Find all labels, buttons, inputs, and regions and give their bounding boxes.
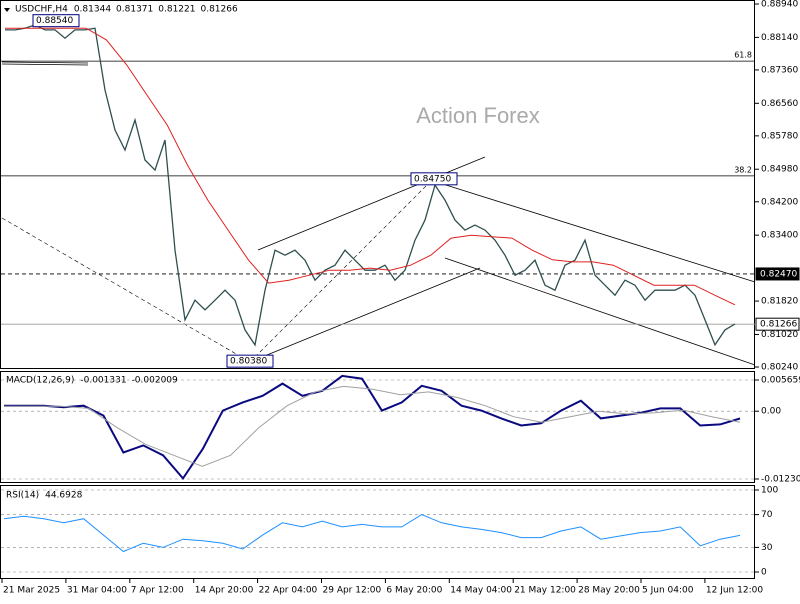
trend-lines: [1, 61, 756, 366]
series-line: [3, 514, 741, 553]
y-tick-label: 0.84980: [761, 165, 798, 175]
x-tick-label: 21 Mar 2025: [3, 586, 60, 596]
price-level-label: 0.82470: [760, 269, 797, 279]
series-line: [4, 374, 741, 481]
series-line: [5, 24, 736, 347]
pivot-label: 0.88540: [36, 16, 73, 26]
pivot-label: 0.80380: [230, 357, 267, 367]
menu-arrow[interactable]: [4, 8, 10, 12]
y-tick-label: 100: [761, 486, 778, 496]
dashed-trend-lines: [1, 179, 433, 363]
rsi-pane: [0, 485, 755, 579]
x-tick-label: 7 Apr 12:00: [131, 586, 184, 596]
x-tick-label: 22 Apr 04:00: [259, 586, 318, 596]
y-tick-label: 30: [761, 543, 773, 553]
header-value: 0.81371: [116, 5, 153, 15]
pivot-box: [410, 172, 458, 186]
fib-label: 38.2: [734, 165, 752, 174]
series-line: [4, 385, 741, 467]
header-value: -0.001331: [80, 376, 126, 386]
price-level-box: [755, 267, 800, 281]
y-tick-label: 0.84200: [761, 197, 798, 207]
y-tick-label: 0.81820: [761, 297, 798, 307]
y-tick-label: 0.86560: [761, 99, 798, 109]
x-tick-label: 6 May 20:00: [386, 586, 442, 596]
pivot-box: [226, 354, 274, 368]
header-value: -0.002009: [132, 376, 178, 386]
x-tick-label: 28 May 20:00: [578, 586, 640, 596]
y-tick-label: -0.012301: [761, 475, 800, 485]
x-tick-label: 31 Mar 04:00: [67, 586, 127, 596]
y-tick-label: 0.85780: [761, 131, 798, 141]
y-tick-label: 0.00: [761, 407, 781, 417]
price-level-box: [755, 317, 800, 331]
pane-title: RSI(14): [6, 491, 39, 501]
x-tick-label: 29 Apr 12:00: [323, 586, 382, 596]
x-tick-label: 12 Jun 12:00: [706, 586, 763, 596]
y-tick-label: 0.87360: [761, 65, 798, 75]
header-value: 44.6928: [45, 491, 82, 501]
pivot-box: [32, 14, 80, 28]
fib-label: 61.8: [734, 51, 752, 60]
header-value: 0.81266: [200, 5, 237, 15]
series-line: [5, 27, 736, 306]
y-tick-label: 70: [761, 510, 773, 520]
x-tick-label: 21 May 12:00: [514, 586, 576, 596]
y-tick-label: 0.005659: [761, 376, 800, 386]
header-value: 0.81221: [158, 5, 195, 15]
x-tick-label: 14 May 04:00: [450, 586, 512, 596]
y-tick-label: 0.88940: [761, 0, 798, 10]
header-value: 0.81344: [74, 5, 111, 15]
y-tick-label: 0.88140: [761, 33, 798, 43]
pane-title: USDCHF,H4: [15, 5, 68, 15]
y-tick-label: 0: [761, 568, 767, 578]
x-tick-label: 14 Apr 20:00: [195, 586, 254, 596]
watermark: Action Forex: [416, 103, 540, 128]
y-tick-label: 0.81020: [761, 330, 798, 340]
x-tick-label: 5 Jun 04:00: [642, 586, 694, 596]
y-tick-label: 0.80240: [761, 363, 798, 373]
price-level-label: 0.81266: [760, 320, 797, 330]
main-pane: [0, 0, 755, 369]
y-tick-label: 0.83400: [761, 231, 798, 241]
pivot-label: 0.84750: [414, 174, 451, 184]
macd-pane: [0, 371, 755, 483]
pane-title: MACD(12,26,9): [6, 376, 74, 386]
